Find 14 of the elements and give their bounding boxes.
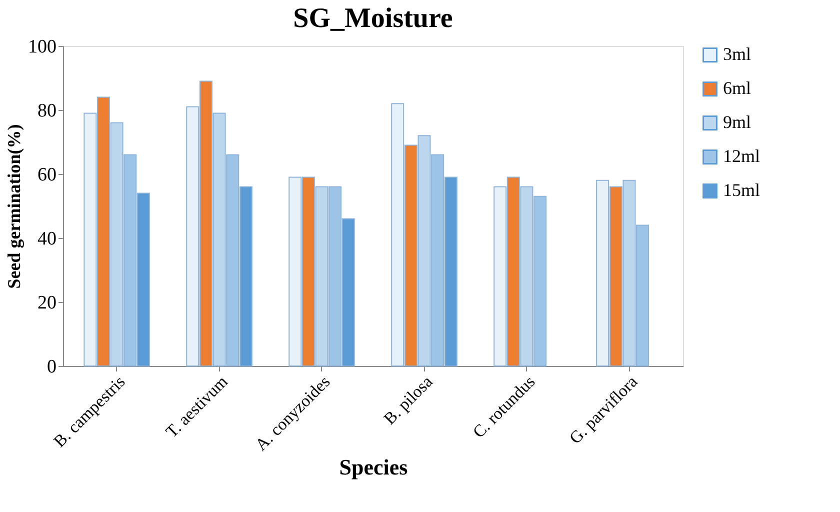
legend-label: 9ml	[723, 112, 752, 132]
legend-label: 3ml	[723, 44, 752, 64]
y-tick-label: 60	[38, 164, 56, 186]
y-tick-label: 40	[38, 228, 56, 250]
legend-label: 15ml	[723, 180, 760, 200]
y-tick-label: 20	[38, 292, 56, 314]
y-tick-label: 0	[47, 356, 56, 378]
legend-label: 12ml	[723, 146, 760, 166]
y-tick-label: 80	[38, 100, 56, 122]
x-axis-title: Species	[339, 454, 408, 480]
y-tick-label: 100	[28, 36, 56, 58]
chart-title: SG_Moisture	[293, 3, 453, 34]
legend-label: 6ml	[723, 78, 752, 98]
y-axis-title: Seed germination(%)	[4, 124, 24, 289]
